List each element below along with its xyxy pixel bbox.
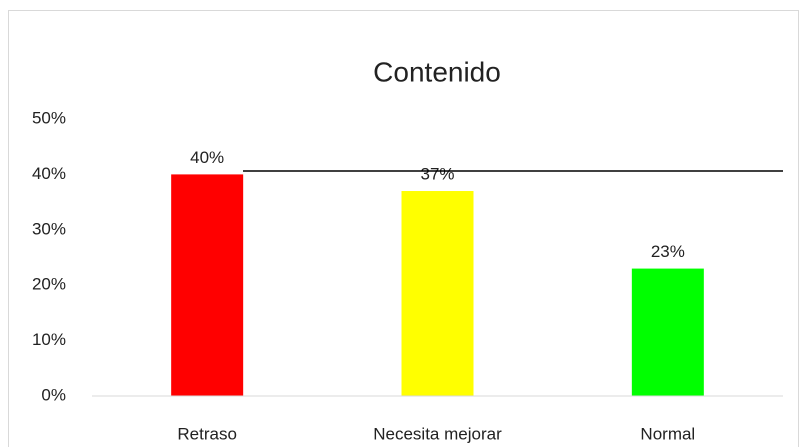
y-tick-label: 40% [32,164,66,183]
bar [401,191,474,396]
y-tick-label: 20% [32,275,66,294]
x-tick-label: Necesita mejorar [373,424,502,443]
chart-title: Contenido [373,56,501,87]
y-tick-label: 50% [32,108,66,127]
data-label: 40% [190,148,224,167]
bar [171,174,244,396]
y-tick-label: 0% [41,385,66,404]
bar [631,268,704,396]
y-tick-label: 30% [32,219,66,238]
x-tick-label: Normal [640,424,695,443]
data-label: 37% [420,165,454,184]
data-label: 23% [651,242,685,261]
x-tick-label: Retraso [177,424,237,443]
y-tick-label: 10% [32,330,66,349]
